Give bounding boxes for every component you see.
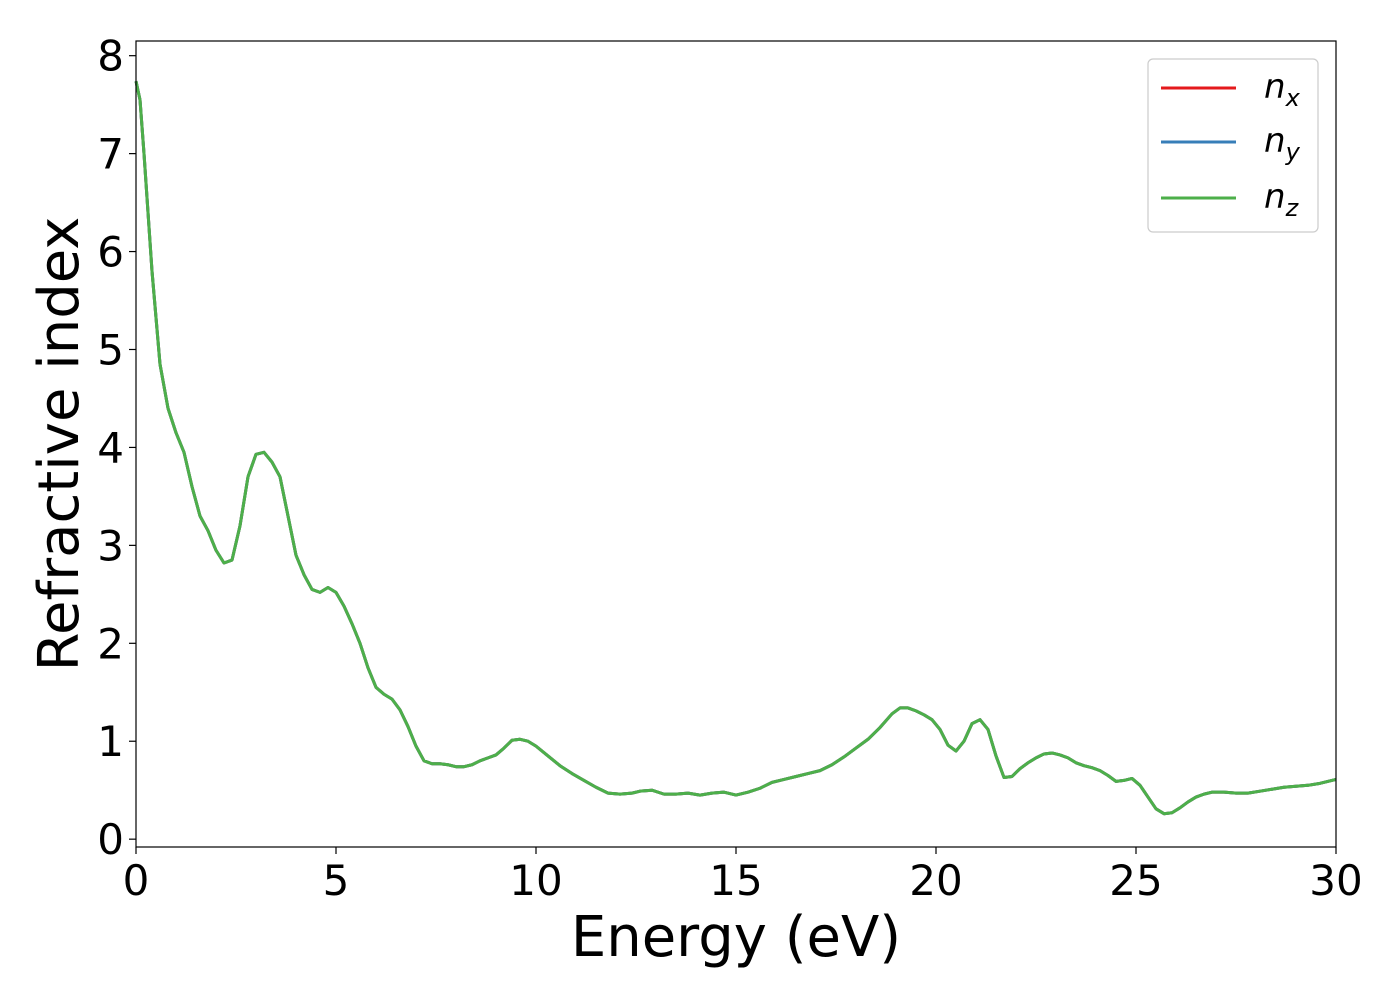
series-lines — [134, 80, 1337, 816]
y-tick-label: 4 — [97, 423, 124, 472]
x-tick-label: 0 — [123, 856, 150, 905]
legend-label-nz: nz — [1264, 177, 1300, 222]
y-tick-label: 5 — [97, 325, 124, 374]
x-axis-ticks: 0 5 10 15 20 25 30 — [123, 847, 1363, 905]
x-axis-title: Energy (eV) — [571, 905, 901, 970]
y-axis-title: Refractive index — [27, 217, 92, 672]
y-tick-label: 0 — [97, 815, 124, 864]
x-tick-label: 25 — [1109, 856, 1162, 905]
legend-box — [1147, 58, 1319, 233]
y-tick-label: 2 — [97, 619, 124, 668]
x-tick-label: 10 — [509, 856, 562, 905]
x-tick-label: 30 — [1309, 856, 1362, 905]
legend-label-nx: nx — [1264, 67, 1301, 112]
y-axis-ticks: 0 1 2 3 4 5 6 7 8 — [97, 32, 136, 864]
x-tick-label: 15 — [709, 856, 762, 905]
x-tick-label: 5 — [323, 856, 350, 905]
y-tick-label: 3 — [97, 521, 124, 570]
y-tick-label: 1 — [97, 717, 124, 766]
y-tick-label: 6 — [97, 228, 124, 277]
legend: nx ny nz — [1147, 58, 1319, 233]
y-tick-label: 8 — [97, 32, 124, 81]
series-line-nz — [134, 80, 1337, 816]
y-tick-label: 7 — [97, 130, 124, 179]
x-tick-label: 20 — [909, 856, 962, 905]
legend-label-ny: ny — [1264, 121, 1301, 166]
